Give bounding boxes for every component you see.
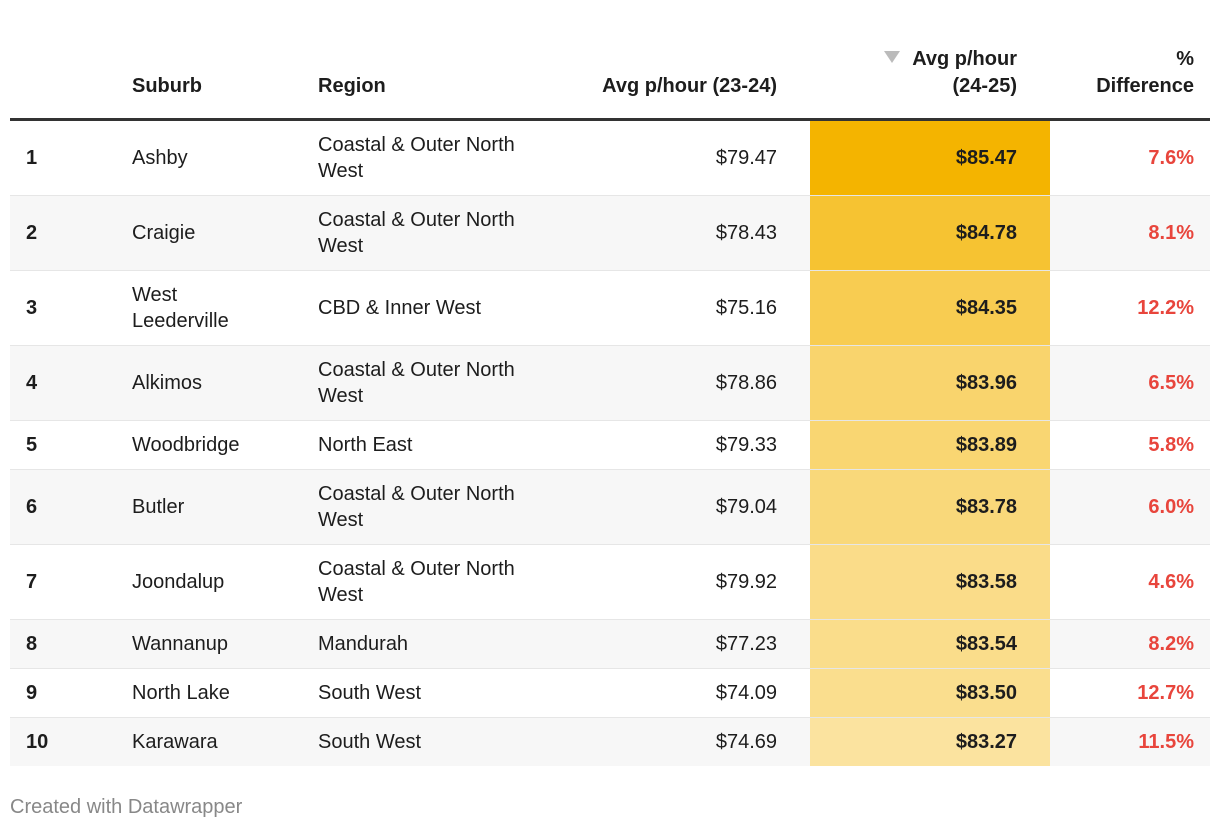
avg-2425-cell: $83.50 xyxy=(810,668,1050,718)
region-cell: South West xyxy=(318,717,568,766)
avg-2324-cell: $78.43 xyxy=(568,195,810,271)
rank-cell: 7 xyxy=(10,544,132,620)
region-cell: North East xyxy=(318,420,568,470)
rank-cell: 2 xyxy=(10,195,132,271)
suburb-cell: West Leederville xyxy=(132,270,318,346)
table-row: 8 Wannanup Mandurah $77.23 $83.54 8.2% xyxy=(10,619,1210,669)
pct-difference-cell: 8.2% xyxy=(1050,619,1210,669)
avg-2425-cell: $83.78 xyxy=(810,469,1050,545)
pct-difference-cell: 11.5% xyxy=(1050,717,1210,766)
avg-2324-cell: $79.47 xyxy=(715,147,777,169)
avg-2324-cell: $78.86 xyxy=(568,345,810,421)
avg-2425-cell: $83.96 xyxy=(810,345,1050,421)
rank-cell: 3 xyxy=(10,270,132,346)
avg-2425-cell: $84.78 xyxy=(810,195,1050,271)
header-region[interactable]: Region xyxy=(318,40,568,121)
header-avg-2324-label: Avg p/hour (23-24) xyxy=(602,75,777,97)
region-cell: Coastal & Outer North West xyxy=(318,134,515,182)
header-rank xyxy=(10,40,132,121)
avg-2324-cell: $79.92 xyxy=(568,544,810,620)
table-body: 1 Ashby Coastal & Outer North West $79.47 $8… xyxy=(10,119,1210,766)
avg-2324-cell: $75.16 xyxy=(568,270,810,346)
header-suburb[interactable]: Suburb xyxy=(132,40,318,121)
rank-cell: 9 xyxy=(10,668,132,718)
avg-2324-cell: $79.33 xyxy=(568,420,810,470)
header-pct-difference[interactable]: % Difference xyxy=(1050,40,1210,121)
pct-difference-cell: 4.6% xyxy=(1050,544,1210,620)
region-cell: Coastal & Outer North West xyxy=(318,469,568,545)
table-row: 3 West Leederville CBD & Inner West $75.16 $… xyxy=(10,270,1210,346)
avg-2425-cell: $83.27 xyxy=(810,717,1050,766)
pct-difference-cell: 7.6% xyxy=(1148,147,1194,169)
rank-cell: 4 xyxy=(10,345,132,421)
suburb-cell: Woodbridge xyxy=(132,420,318,470)
suburb-cell: Karawara xyxy=(132,717,318,766)
pct-difference-cell: 12.2% xyxy=(1050,270,1210,346)
footer-credit: Created with Datawrapper xyxy=(10,796,243,818)
rank-cell: 10 xyxy=(10,717,132,766)
data-table: Suburb Region Avg p/hour (23-24) Avg p/h… xyxy=(10,40,1210,766)
rank-cell: 6 xyxy=(10,469,132,545)
pct-difference-cell: 12.7% xyxy=(1050,668,1210,718)
region-cell: Coastal & Outer North West xyxy=(318,345,568,421)
table-row: 9 North Lake South West $74.09 $83.50 12.7% xyxy=(10,668,1210,718)
avg-2425-cell: $83.89 xyxy=(810,420,1050,470)
sort-descending-icon xyxy=(884,51,901,63)
pct-difference-cell: 6.5% xyxy=(1050,345,1210,421)
table-row: 2 Craigie Coastal & Outer North West $78.43… xyxy=(10,195,1210,271)
avg-2324-cell: $74.09 xyxy=(568,668,810,718)
rank-cell: 5 xyxy=(10,420,132,470)
table-row: 4 Alkimos Coastal & Outer North West $78.86… xyxy=(10,345,1210,421)
table-row: 10 Karawara South West $74.69 $83.27 11.5% xyxy=(10,717,1210,766)
avg-2425-cell: $83.58 xyxy=(810,544,1050,620)
suburb-cell: Alkimos xyxy=(132,345,318,421)
table-row: 5 Woodbridge North East $79.33 $83.89 5.8% xyxy=(10,420,1210,470)
region-cell: Mandurah xyxy=(318,619,568,669)
table-row: 1 Ashby Coastal & Outer North West $79.47 $8… xyxy=(10,119,1210,196)
table-row: 7 Joondalup Coastal & Outer North West $79.… xyxy=(10,544,1210,620)
suburb-cell: Joondalup xyxy=(132,544,318,620)
region-cell: South West xyxy=(318,668,568,718)
suburb-cell: Ashby xyxy=(132,147,188,169)
avg-2425-cell: $83.54 xyxy=(810,619,1050,669)
suburb-cell: Butler xyxy=(132,469,318,545)
header-row: Suburb Region Avg p/hour (23-24) Avg p/h… xyxy=(10,40,1210,121)
avg-2324-cell: $74.69 xyxy=(568,717,810,766)
header-pct-label: % Difference xyxy=(1096,48,1194,97)
region-cell: CBD & Inner West xyxy=(318,270,568,346)
rank-cell: 8 xyxy=(10,619,132,669)
pct-difference-cell: 6.0% xyxy=(1050,469,1210,545)
avg-2324-cell: $77.23 xyxy=(568,619,810,669)
header-avg-2425[interactable]: Avg p/hour (24-25) xyxy=(810,40,1050,121)
suburb-cell: Craigie xyxy=(132,195,318,271)
pct-difference-cell: 5.8% xyxy=(1050,420,1210,470)
region-cell: Coastal & Outer North West xyxy=(318,195,568,271)
avg-2425-cell: $85.47 xyxy=(810,119,1050,196)
pct-difference-cell: 8.1% xyxy=(1050,195,1210,271)
region-cell: Coastal & Outer North West xyxy=(318,544,568,620)
header-avg-2425-label: Avg p/hour (24-25) xyxy=(912,48,1017,97)
rank-cell: 1 xyxy=(26,147,38,169)
header-avg-2324[interactable]: Avg p/hour (23-24) xyxy=(568,40,810,121)
avg-2324-cell: $79.04 xyxy=(568,469,810,545)
suburb-cell: North Lake xyxy=(132,668,318,718)
avg-2425-cell: $84.35 xyxy=(810,270,1050,346)
table-row: 6 Butler Coastal & Outer North West $79.04 $… xyxy=(10,469,1210,545)
suburb-cell: Wannanup xyxy=(132,619,318,669)
